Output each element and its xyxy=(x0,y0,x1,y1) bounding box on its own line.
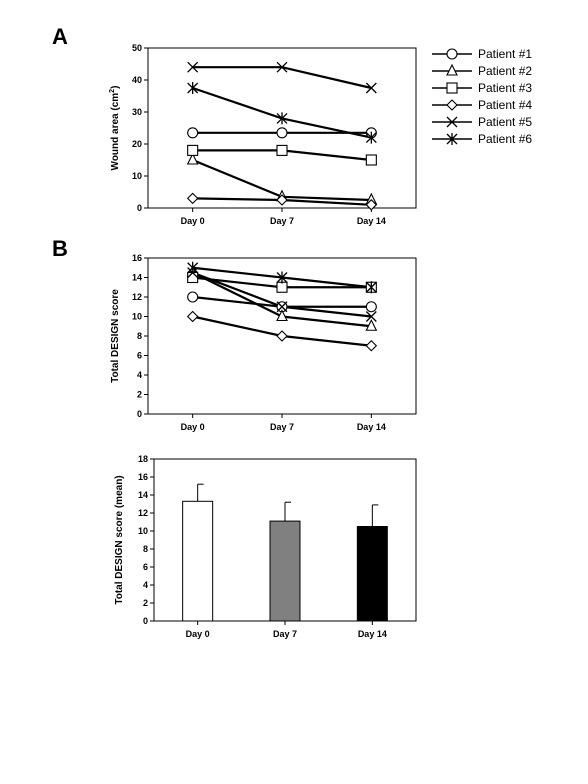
y-tick-label: 10 xyxy=(132,171,142,181)
data-point xyxy=(365,301,377,313)
x-tick-label: Day 14 xyxy=(357,216,386,226)
data-point xyxy=(276,301,288,313)
legend-label: Patient #4 xyxy=(478,98,532,112)
data-point xyxy=(187,261,199,274)
data-point xyxy=(187,61,199,73)
y-axis-title: Wound area (cm2) xyxy=(109,86,121,171)
data-point xyxy=(187,271,199,284)
y-tick-label: 16 xyxy=(132,253,142,263)
x-tick-label: Day 0 xyxy=(181,422,205,432)
data-point xyxy=(365,131,377,144)
data-point xyxy=(365,281,377,294)
y-tick-label: 12 xyxy=(138,508,148,518)
legend-label: Patient #5 xyxy=(478,115,532,129)
legend-label: Patient #2 xyxy=(478,64,532,78)
y-tick-label: 4 xyxy=(143,580,148,590)
data-point xyxy=(365,199,378,211)
panel-label-b: B xyxy=(52,236,68,261)
y-tick-label: 0 xyxy=(137,203,142,213)
data-point xyxy=(365,339,378,352)
y-tick-label: 8 xyxy=(137,331,142,341)
y-tick-label: 10 xyxy=(132,312,142,322)
data-point xyxy=(187,291,199,303)
data-point xyxy=(186,192,199,205)
y-tick-label: 0 xyxy=(137,409,142,419)
x-tick-label: Day 0 xyxy=(181,216,205,226)
design-mean-chart: 0 2 4 6 8 10 12 14 16 18 Day 0 Day 7 Day 14 Total DES… xyxy=(114,454,417,639)
panel-label-a: A xyxy=(52,24,68,49)
y-tick-label: 2 xyxy=(143,598,148,608)
bar xyxy=(182,500,214,622)
data-point xyxy=(276,309,288,322)
y-tick-label: 4 xyxy=(137,370,142,380)
y-tick-label: 20 xyxy=(132,139,142,149)
y-tick-label: 2 xyxy=(137,390,142,400)
y-tick-label: 16 xyxy=(138,472,148,482)
y-tick-label: 18 xyxy=(138,454,148,464)
data-point xyxy=(187,127,199,139)
legend-marker xyxy=(446,48,458,60)
y-tick-label: 14 xyxy=(132,273,142,283)
y-tick-label: 8 xyxy=(143,544,148,554)
y-tick-label: 0 xyxy=(143,616,148,626)
x-tick-label: Day 7 xyxy=(270,216,294,226)
legend-label: Patient #3 xyxy=(478,81,532,95)
data-point xyxy=(365,82,377,94)
data-point xyxy=(365,319,378,331)
data-point xyxy=(276,112,288,125)
legend-label: Patient #1 xyxy=(478,47,532,61)
y-tick-label: 12 xyxy=(132,292,142,302)
bar xyxy=(269,520,301,622)
y-tick-label: 30 xyxy=(132,107,142,117)
design-score-chart: 0 2 4 6 8 10 12 14 16 Day 0 Day 7 Day 14 Total DESIG… xyxy=(110,253,417,432)
data-point xyxy=(365,311,377,322)
legend-marker xyxy=(446,133,458,145)
legend-marker xyxy=(446,63,458,76)
data-point xyxy=(276,61,288,73)
legend-marker xyxy=(446,116,458,128)
legend-marker xyxy=(446,82,458,94)
data-point xyxy=(187,144,199,156)
x-tick-label: Day 14 xyxy=(357,422,386,432)
data-point xyxy=(187,82,199,94)
data-point xyxy=(186,152,199,165)
x-tick-label: Day 14 xyxy=(358,629,387,639)
bar xyxy=(356,526,388,622)
data-point xyxy=(365,154,377,166)
y-tick-label: 6 xyxy=(137,351,142,361)
legend: Patient #1 Patient #2 Patient #3 Patient #4… xyxy=(432,47,532,146)
legend-label: Patient #6 xyxy=(478,132,532,146)
legend-marker xyxy=(446,99,458,111)
y-tick-label: 6 xyxy=(143,562,148,572)
y-tick-label: 40 xyxy=(132,75,142,85)
y-tick-label: 14 xyxy=(138,490,148,500)
x-tick-label: Day 7 xyxy=(273,629,297,639)
data-point xyxy=(186,310,199,323)
data-point xyxy=(276,127,288,139)
y-axis-title: Total DESIGN score xyxy=(110,289,121,383)
data-point xyxy=(276,271,288,284)
y-axis-title: Total DESIGN score (mean) xyxy=(114,475,125,604)
data-point xyxy=(276,330,288,342)
x-tick-label: Day 7 xyxy=(270,422,294,432)
x-tick-label: Day 0 xyxy=(186,629,210,639)
data-point xyxy=(276,281,288,293)
y-tick-label: 10 xyxy=(138,526,148,536)
series-line xyxy=(192,66,372,90)
wound-area-chart: 0 10 20 30 40 50 Day 0 Day 7 Day 14 Wound area (c… xyxy=(109,43,417,226)
data-point xyxy=(276,144,288,156)
y-tick-label: 50 xyxy=(132,43,142,53)
data-point xyxy=(276,194,288,206)
